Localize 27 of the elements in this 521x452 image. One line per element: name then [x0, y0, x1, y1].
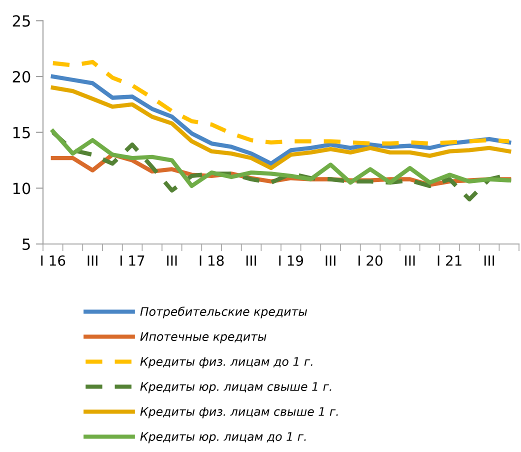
legend-label: Кредиты физ. лицам до 1 г.	[140, 357, 312, 368]
x-tick-label: III	[88, 256, 98, 266]
x-tick-label: I 20	[358, 255, 382, 266]
x-tick-label: I 17	[120, 256, 144, 266]
legend-label: Кредиты юр. лицам свыше 1 г.	[140, 382, 332, 394]
x-tick-label: I 18	[200, 255, 224, 266]
y-tick-label: 5	[22, 238, 30, 250]
x-tick-label: III	[246, 256, 256, 266]
x-tick-label: III	[326, 256, 336, 266]
line-series	[50, 129, 512, 188]
x-tick-label: I 16	[41, 255, 66, 266]
x-tick-label: III	[167, 256, 177, 266]
y-tick-label: 20	[12, 70, 30, 83]
x-tick-label: I 19	[279, 255, 304, 266]
y-tick-label: 15	[13, 127, 30, 138]
line-series	[50, 60, 512, 146]
x-tick-label: III	[405, 256, 415, 266]
legend-label: Ипотечные кредиты	[140, 332, 266, 344]
x-tick-label: III	[484, 256, 494, 266]
line-series	[50, 74, 512, 166]
line-series	[50, 86, 512, 170]
legend-label: Кредиты физ. лицам свыше 1 г.	[140, 407, 338, 418]
x-tick-label: I 21	[438, 255, 462, 266]
legend-label: Потребительские кредиты	[140, 306, 307, 318]
y-tick-label: 10	[13, 182, 30, 194]
legend-label: Кредиты юр. лицам до 1 г.	[140, 432, 306, 444]
y-tick-label: 25	[12, 15, 30, 27]
